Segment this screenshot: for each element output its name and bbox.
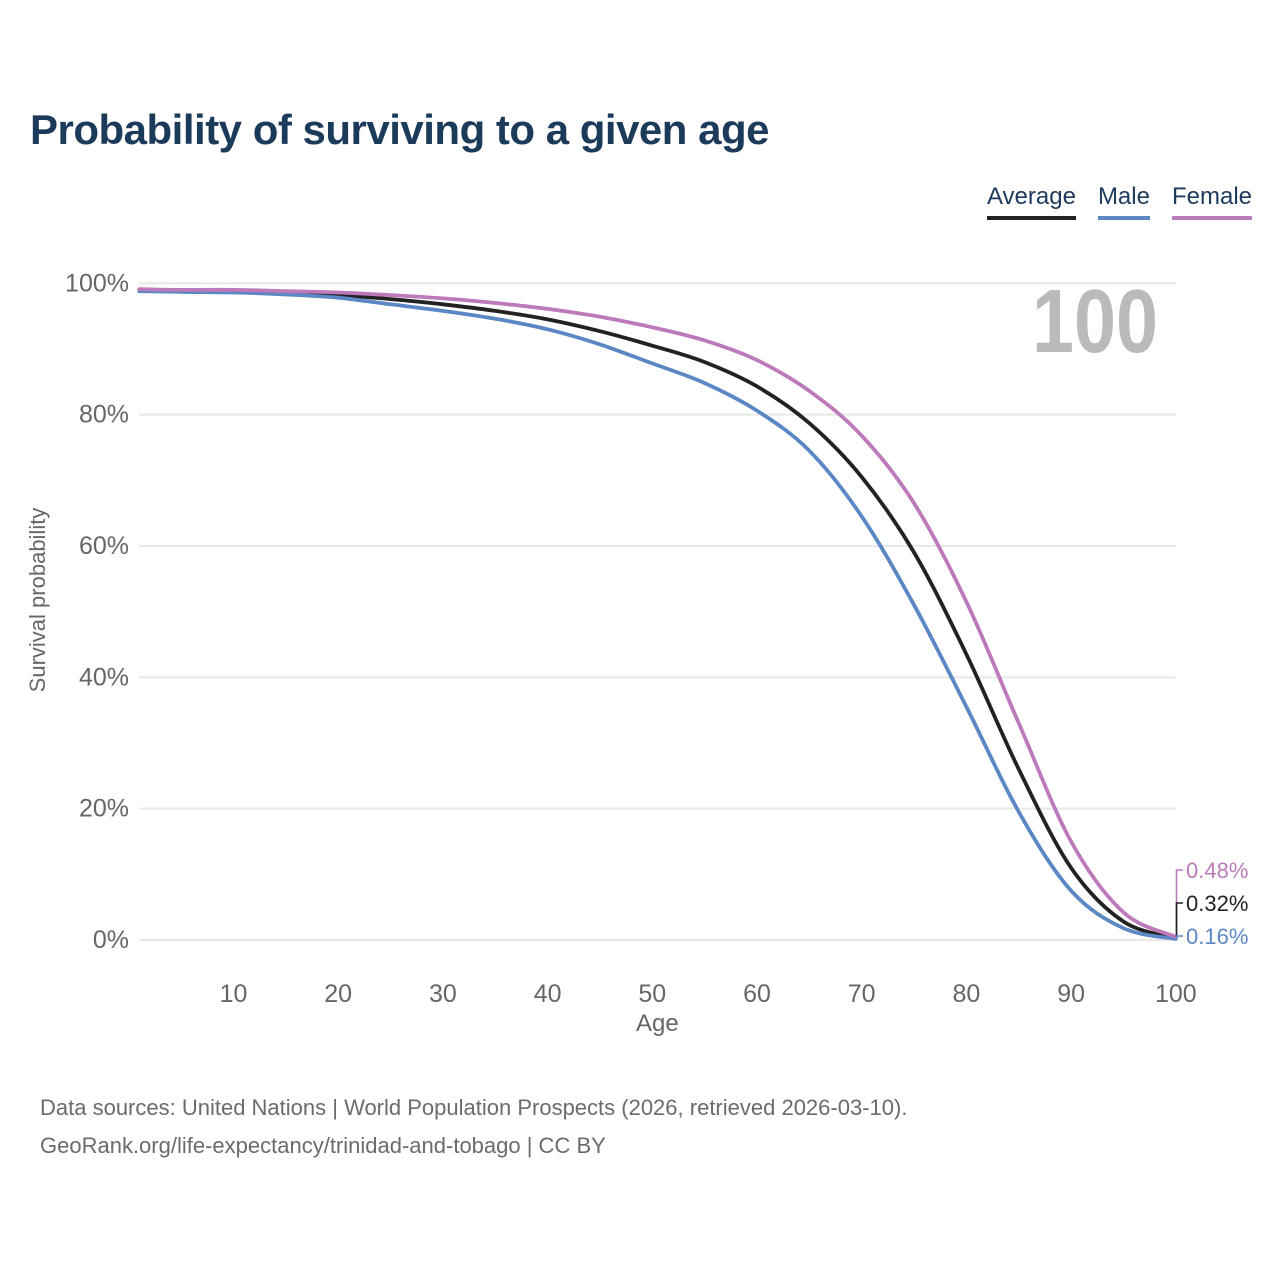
data-sources-footer: Data sources: United Nations | World Pop… xyxy=(40,1089,907,1165)
x-tick-label-100: 100 xyxy=(1155,980,1197,1008)
y-tick-label-100: 100% xyxy=(65,269,129,297)
series-line-average xyxy=(137,288,1178,940)
end-label-male: 0.16% xyxy=(1186,924,1248,949)
x-tick-label-20: 20 xyxy=(324,980,352,1008)
legend: Average Male Female xyxy=(986,183,1252,220)
watermark-100: 100 xyxy=(1032,272,1158,372)
end-label-connector-average xyxy=(1175,902,1183,938)
x-tick-label-70: 70 xyxy=(848,980,876,1008)
end-label-connector-male xyxy=(1175,935,1183,939)
y-tick-label-20: 20% xyxy=(79,795,129,823)
x-tick-label-40: 40 xyxy=(534,980,562,1008)
x-tick-label-90: 90 xyxy=(1057,980,1085,1008)
x-tick-label-10: 10 xyxy=(220,980,248,1008)
footer-source-line: Data sources: United Nations | World Pop… xyxy=(40,1095,908,1120)
series-line-male xyxy=(137,289,1178,941)
y-axis-label: Survival probability xyxy=(25,508,50,693)
x-tick-label-80: 80 xyxy=(952,980,980,1008)
end-label-average: 0.32% xyxy=(1186,891,1248,916)
x-tick-label-60: 60 xyxy=(743,980,771,1008)
legend-item-male[interactable]: Male xyxy=(1097,183,1150,220)
end-label-female: 0.48% xyxy=(1186,858,1248,883)
page-title: Probability of surviving to a given age xyxy=(30,106,769,153)
legend-item-average[interactable]: Average xyxy=(986,183,1076,220)
footer-attribution-line: GeoRank.org/life-expectancy/trinidad-and… xyxy=(40,1133,606,1158)
x-tick-label-50: 50 xyxy=(638,980,666,1008)
x-tick-label-30: 30 xyxy=(429,980,457,1008)
y-tick-label-80: 80% xyxy=(79,401,129,429)
legend-item-female[interactable]: Female xyxy=(1171,183,1252,220)
y-tick-label-0: 0% xyxy=(93,926,129,954)
series-line-female xyxy=(137,287,1178,939)
y-tick-label-40: 40% xyxy=(79,663,129,691)
y-tick-label-60: 60% xyxy=(79,532,129,560)
x-axis-label: Age xyxy=(636,1010,679,1037)
